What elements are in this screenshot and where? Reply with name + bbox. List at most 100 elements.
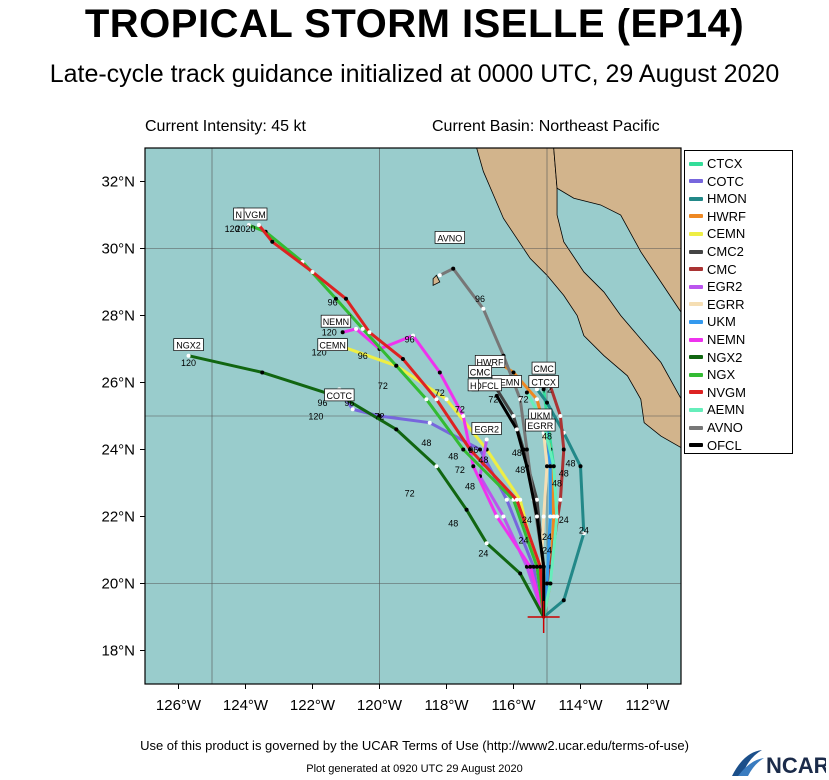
forecast-hour-label: 2020 — [235, 224, 255, 234]
legend-item-ctcx: CTCX — [689, 155, 742, 172]
track-point — [528, 564, 533, 569]
legend-label: CEMN — [707, 226, 746, 242]
guadalupe-island — [432, 274, 441, 286]
model-label-text: EGRR — [527, 421, 554, 431]
track-point — [340, 330, 345, 335]
track-point — [581, 531, 586, 536]
model-label-box — [467, 378, 479, 392]
forecast-hour-label: 24 — [519, 535, 529, 545]
land-mass — [432, 148, 681, 449]
legend-item-ukm: UKM — [689, 313, 736, 330]
y-tick-label: 32°N — [101, 174, 135, 191]
chart-title: TROPICAL STORM ISELLE (EP14) — [84, 2, 745, 46]
legend-item-ngx: NGX — [689, 366, 735, 383]
current-intensity: Current Intensity: 45 kt — [145, 118, 306, 135]
track-point — [524, 464, 529, 469]
forecast-hour-label: 24 — [522, 515, 532, 525]
model-label-box — [173, 338, 204, 351]
track-point — [484, 541, 489, 546]
track-point — [270, 239, 275, 244]
current-basin: Current Basin: Northeast Pacific — [432, 118, 660, 135]
forecast-hour-label: 72 — [455, 465, 465, 475]
track-point — [424, 397, 429, 402]
legend-label: HMON — [707, 191, 747, 207]
model-label-text: NGX2 — [176, 341, 201, 351]
y-tick-label: 28°N — [101, 308, 135, 325]
forecast-hour-label: 72 — [405, 488, 415, 498]
track-cmc — [542, 384, 566, 619]
x-tick-label: 124°W — [223, 697, 269, 714]
track-point — [484, 437, 489, 442]
ncar-logo-text: NCAR — [766, 753, 826, 778]
track-point — [394, 363, 399, 368]
track-point — [538, 564, 543, 569]
model-label-text: EGR2 — [474, 424, 499, 434]
track-point — [511, 414, 516, 418]
track-point — [534, 387, 539, 392]
forecast-hour-label: 48 — [448, 452, 458, 462]
track-point — [360, 326, 365, 331]
forecast-hour-label: 48 — [515, 465, 525, 475]
track-point — [524, 390, 529, 395]
track-point — [548, 581, 553, 586]
track-point — [555, 514, 560, 519]
track-point — [534, 497, 539, 502]
track-point — [461, 414, 466, 418]
track-point — [464, 507, 469, 512]
track-point — [471, 464, 476, 469]
track-point — [511, 370, 516, 375]
forecast-hour-label: 72 — [435, 388, 445, 398]
legend-item-avno: AVNO — [689, 419, 743, 436]
legend-label: AVNO — [707, 420, 743, 435]
track-point — [534, 397, 539, 402]
track-point — [541, 564, 546, 569]
forecast-hour-label: 48 — [565, 458, 575, 468]
x-tick-label: 126°W — [156, 697, 202, 714]
forecast-hour-label: 120 — [308, 411, 323, 421]
track-point — [561, 447, 566, 452]
legend-swatch — [689, 372, 703, 377]
track-point — [541, 514, 546, 519]
forecast-hour-label: 48 — [559, 468, 569, 478]
plot-generated-time: Plot generated at 0920 UTC 29 August 202… — [306, 763, 523, 775]
track-point — [551, 464, 556, 469]
model-label-box — [468, 365, 492, 378]
legend-item-ofcl: OFCL — [689, 437, 742, 454]
track-point — [524, 447, 529, 452]
forecast-hour-label: 48 — [552, 478, 562, 488]
track-point — [518, 571, 523, 576]
forecast-hour-label: 72 — [542, 385, 552, 395]
forecast-hour-label: 96 — [318, 398, 328, 408]
track-point — [504, 497, 509, 502]
legend-label: EGRR — [707, 296, 745, 312]
track-point — [354, 326, 359, 331]
legend-item-cemn: CEMN — [689, 225, 745, 242]
track-point — [451, 266, 456, 271]
x-tick-label: 118°W — [424, 697, 469, 714]
model-label-text: CMC — [470, 367, 491, 377]
x-tick-label: 120°W — [357, 697, 403, 714]
legend-label: UKM — [707, 314, 736, 330]
forecast-hour-label: 48 — [542, 431, 552, 441]
legend-swatch — [689, 196, 703, 201]
legend-label: OFCL — [707, 437, 742, 453]
model-label-box — [528, 375, 559, 388]
track-point — [478, 447, 482, 452]
model-label-text: CTCX — [531, 378, 556, 388]
axis-ticks: 126°W 124°W 122°W 120°W 118°W 116°W 114°W 112°W… — [101, 174, 670, 715]
legend-label: NGX2 — [707, 349, 743, 365]
track-ofcl — [495, 394, 546, 619]
model-label-text: AVNO — [437, 233, 462, 243]
legend-swatch — [689, 214, 703, 219]
legend-swatch — [689, 161, 703, 166]
forecast-hour-label: 96 — [358, 351, 368, 361]
track-point — [467, 447, 472, 452]
model-label-box — [531, 361, 556, 375]
x-tick-label: 114°W — [558, 697, 603, 714]
track-point — [545, 464, 549, 469]
track-point — [367, 330, 372, 335]
x-tick-label: 122°W — [290, 697, 336, 714]
track-point — [444, 397, 449, 402]
legend-swatch — [689, 319, 703, 324]
